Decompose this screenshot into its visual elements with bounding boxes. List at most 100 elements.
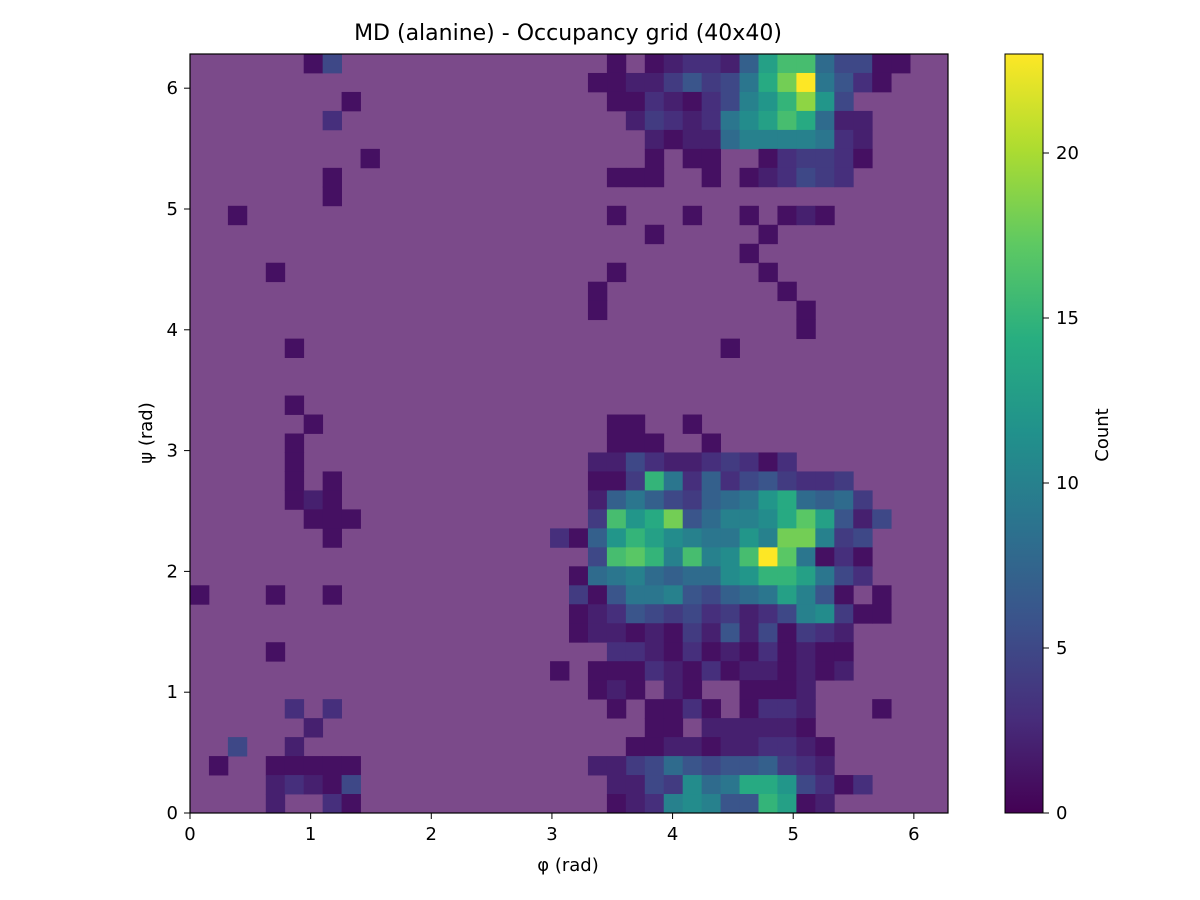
heatmap-cell [644, 72, 665, 93]
heatmap-cell [815, 585, 835, 605]
heatmap-cell [758, 167, 778, 188]
heatmap-cell [284, 395, 305, 415]
heatmap-cell [284, 737, 305, 757]
heatmap-cell [720, 471, 740, 491]
heatmap-cell [834, 642, 854, 662]
heatmap-cell [853, 490, 873, 510]
heatmap-cell [796, 300, 816, 321]
heatmap-cell [682, 528, 703, 548]
heatmap-cell [606, 433, 627, 453]
heatmap-cell [701, 737, 721, 757]
heatmap-cell [265, 756, 286, 776]
heatmap-cell [625, 585, 646, 605]
heatmap-cell [720, 338, 740, 358]
heatmap-cell [265, 775, 286, 795]
heatmap-cell [701, 718, 721, 738]
heatmap-cell [663, 737, 684, 757]
y-tick-label: 3 [167, 441, 178, 462]
heatmap-cell [853, 604, 873, 624]
heatmap-cell [758, 224, 778, 245]
heatmap-cell [777, 110, 797, 131]
heatmap-cell [720, 604, 740, 624]
heatmap-cell [815, 566, 835, 586]
heatmap-cell [815, 794, 835, 814]
heatmap-cell [739, 718, 759, 738]
heatmap-cell [815, 528, 835, 548]
plot-frame [189, 53, 949, 814]
heatmap-cell [587, 452, 608, 472]
heatmap-cell [625, 490, 646, 510]
x-tick-label: 4 [667, 824, 678, 845]
heatmap-cell [625, 414, 646, 434]
heatmap-cell [606, 680, 627, 700]
heatmap-cell [606, 91, 627, 112]
heatmap-cell [853, 775, 873, 795]
heatmap-cell [682, 471, 703, 491]
heatmap-cell [796, 718, 816, 738]
heatmap-cell [587, 547, 608, 567]
heatmap-cell [663, 509, 684, 529]
heatmap-cell [284, 756, 305, 776]
heatmap-cell [777, 699, 797, 719]
heatmap-cell [625, 737, 646, 757]
heatmap-cell [701, 91, 721, 112]
heatmap-cell [644, 509, 665, 529]
heatmap-cell [663, 54, 684, 74]
heatmap-cell [777, 756, 797, 776]
heatmap-cell [720, 737, 740, 757]
heatmap-cell [644, 642, 665, 662]
heatmap-cell [872, 585, 892, 605]
heatmap-cell [815, 775, 835, 795]
heatmap-cell [663, 528, 684, 548]
heatmap-cell [815, 129, 835, 150]
heatmap-cell [777, 680, 797, 700]
heatmap-cell [834, 623, 854, 643]
heatmap-cell [720, 129, 740, 150]
heatmap-cell [815, 205, 835, 226]
colorbar-tick-label: 0 [1056, 803, 1067, 824]
heatmap-cell [663, 680, 684, 700]
heatmap-cell [815, 756, 835, 776]
heatmap-cell [682, 585, 703, 605]
heatmap-cell [701, 699, 721, 719]
heatmap-cell [853, 528, 873, 548]
heatmap-cell [777, 604, 797, 624]
heatmap-cell [796, 756, 816, 776]
heatmap-cell [682, 642, 703, 662]
heatmap-cell [720, 509, 740, 529]
heatmap-cell [739, 604, 759, 624]
heatmap-cell [341, 775, 361, 795]
heatmap-cell [853, 129, 873, 150]
heatmap-cells [190, 54, 911, 814]
heatmap-cell [587, 300, 608, 321]
colorbar-tick-label: 10 [1056, 473, 1079, 494]
colorbar-ticks: 0 5 10 15 20 [1043, 143, 1079, 824]
heatmap-cell [644, 661, 665, 681]
y-tick-label: 1 [167, 682, 178, 703]
heatmap-cell [758, 72, 778, 93]
heatmap-cell [796, 642, 816, 662]
heatmap-cell [682, 148, 703, 169]
heatmap-cell [284, 490, 305, 510]
heatmap-cell [606, 471, 627, 491]
heatmap-cell [644, 91, 665, 112]
heatmap-cell [739, 680, 759, 700]
heatmap-cell [720, 566, 740, 586]
heatmap-cell [777, 167, 797, 188]
x-tick-label: 0 [184, 824, 195, 845]
heatmap-cell [587, 281, 608, 302]
y-tick-label: 5 [167, 199, 178, 220]
heatmap-cell [569, 623, 589, 643]
heatmap-cell [322, 110, 342, 131]
heatmap-cell [644, 452, 665, 472]
heatmap-cell [284, 452, 305, 472]
heatmap-cell [587, 509, 608, 529]
heatmap-cell [606, 490, 627, 510]
heatmap-cell [587, 623, 608, 643]
heatmap-cell [853, 54, 873, 74]
heatmap-cell [701, 452, 721, 472]
heatmap-cell [872, 509, 892, 529]
heatmap-cell [758, 737, 778, 757]
heatmap-cell [701, 585, 721, 605]
heatmap-cell [872, 54, 892, 74]
